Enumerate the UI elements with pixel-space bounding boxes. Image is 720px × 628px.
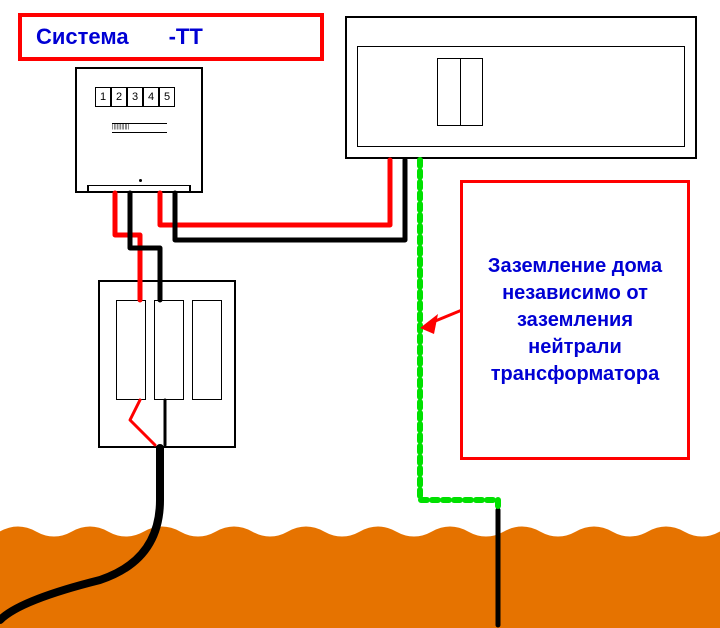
panel-switch [437,58,483,126]
title-text-1: Система [36,24,129,50]
wiring-diagram: Система -ТТ 12345 ||||||||||| Заземление… [0,0,720,628]
breaker-slot [116,300,146,400]
title-text-2: -ТТ [169,24,203,50]
meter-digit: 1 [95,87,111,107]
meter-digits: 12345 [95,87,175,107]
title-box: Система -ТТ [18,13,324,61]
panel-inner [357,46,685,147]
meter-digit: 5 [159,87,175,107]
breaker-slot [154,300,184,400]
meter-digit: 4 [143,87,159,107]
meter-digit: 2 [111,87,127,107]
meter-digit: 3 [127,87,143,107]
meter-indicator: ||||||||||| [112,123,167,133]
meter-top-bar [75,67,203,77]
breaker-slot [192,300,222,400]
distribution-panel [345,16,697,159]
breaker-box [98,280,236,448]
note-box: Заземление дома независимо от заземления… [460,180,690,460]
note-text: Заземление дома независимо от заземления… [473,253,677,388]
electricity-meter: 12345 ||||||||||| [75,73,203,193]
